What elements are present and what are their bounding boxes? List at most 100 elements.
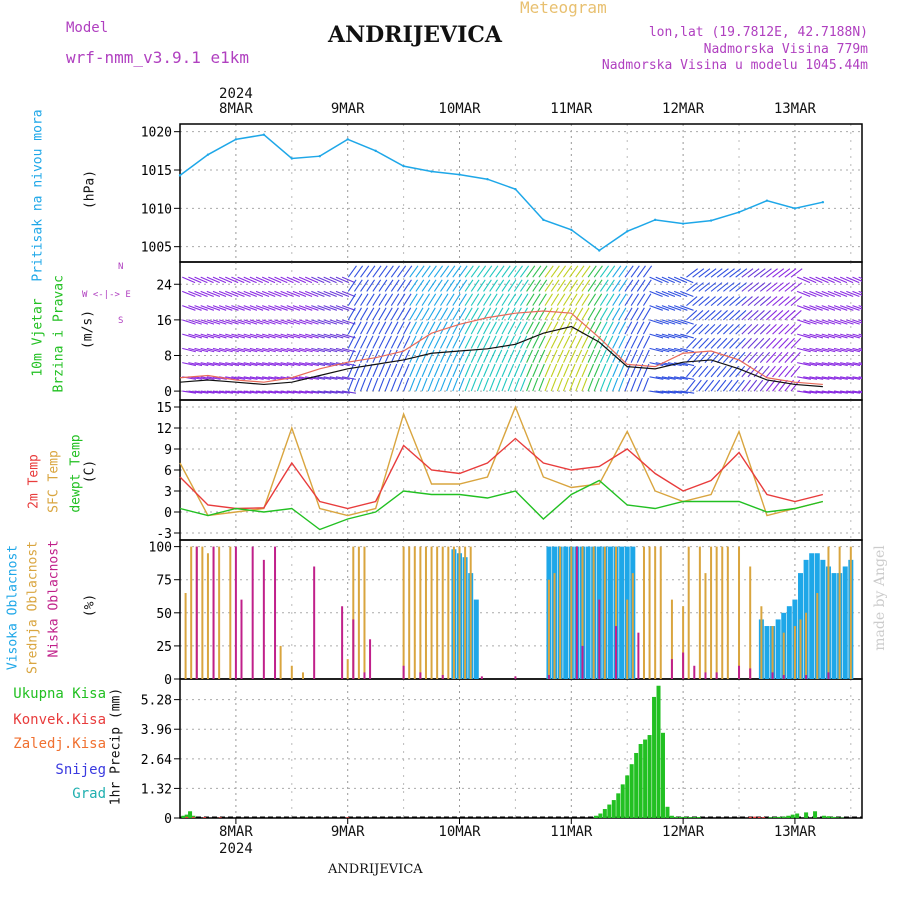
wind-arrow	[390, 335, 399, 349]
wind-arrow	[710, 323, 722, 335]
wind-arrow	[415, 293, 424, 306]
wind-arrow	[587, 349, 595, 363]
wind-arrow	[403, 363, 410, 378]
wind-arrow	[489, 307, 498, 321]
wind-arrow	[384, 307, 393, 321]
wind-arrow	[225, 390, 240, 394]
wind-arrow	[630, 363, 638, 378]
wind-arrow	[790, 365, 801, 378]
wind-arrow	[360, 265, 370, 278]
wind-arrow	[630, 377, 637, 392]
wind-arrow	[797, 376, 812, 380]
wind-arrow	[483, 377, 490, 392]
wind-arrow	[476, 349, 484, 363]
wind-arrow	[206, 305, 221, 311]
xtick-label-bottom: 13MAR	[774, 824, 817, 840]
wind-arrow	[538, 279, 548, 292]
wind-arrow	[219, 390, 234, 394]
wind-arrow	[268, 390, 283, 394]
wind-arrow	[476, 377, 483, 392]
wind-arrow	[231, 347, 246, 353]
wind-arrow	[323, 333, 338, 339]
wind-arrow	[772, 351, 783, 363]
wind-arrow	[587, 307, 596, 321]
wind-arrow	[427, 349, 435, 363]
sfc-temp-line	[179, 405, 824, 517]
wind-arrow	[225, 347, 239, 353]
wind-arrow	[501, 363, 508, 378]
wind-arrow	[464, 377, 471, 392]
dewpt-line	[179, 479, 824, 531]
wind-arrow	[667, 276, 682, 284]
wind-arrow	[409, 349, 417, 363]
wind-arrow	[366, 321, 374, 335]
wind-arrow	[255, 362, 270, 367]
wind-arrow	[483, 321, 491, 335]
wind-arrow	[661, 305, 676, 311]
wind-arrow	[556, 307, 565, 321]
precip-legend-item: Konvek.Kisa	[13, 712, 106, 728]
wind-arrow	[790, 351, 801, 363]
wind-arrow	[347, 349, 355, 363]
wind-arrow	[784, 296, 796, 307]
wind-arrow	[317, 376, 332, 380]
xtick-label-top: 9MAR	[331, 101, 365, 117]
wind-arrow	[489, 265, 499, 278]
xtick-label-bottom: 10MAR	[438, 824, 481, 840]
wind-arrow	[268, 376, 283, 380]
wind-arrow	[341, 305, 356, 311]
wind-arrow	[200, 290, 214, 298]
wind-arrow	[815, 305, 829, 311]
wind-arrow	[680, 390, 695, 394]
wind-arrow	[593, 307, 602, 321]
wind-arrow	[833, 305, 848, 311]
wind-arrow	[286, 333, 301, 339]
wind-arrow	[735, 268, 748, 278]
ytick-label: 1020	[141, 126, 172, 141]
wind-arrow	[563, 307, 572, 321]
wind-arrow	[649, 390, 664, 394]
wind-arrow	[526, 321, 534, 335]
wind-arrow	[667, 347, 682, 353]
wind-arrow	[427, 307, 436, 321]
model-name: wrf-nmm_v3.9.1 e1km	[66, 48, 250, 67]
wind-arrow	[686, 379, 696, 392]
wind-arrow	[415, 307, 424, 321]
wind-arrow	[815, 319, 830, 325]
wind-arrow	[698, 379, 708, 392]
pressure-point	[765, 199, 769, 202]
wind-arrow	[212, 305, 227, 311]
wind-arrow	[532, 265, 542, 278]
wind-arrow	[409, 307, 418, 321]
wind-arrow	[292, 319, 307, 325]
wind-arrow	[507, 335, 515, 349]
wind-arrow	[323, 276, 337, 284]
precip-legend-item: Zaledj.Kisa	[13, 736, 106, 752]
wind-arrow	[858, 276, 862, 280]
wind-arrow	[476, 265, 487, 278]
wind-arrow	[194, 305, 208, 311]
wind-arrow	[655, 390, 670, 394]
wind-arrow	[188, 319, 202, 325]
wind-arrow	[741, 282, 754, 292]
wind-arrow	[716, 379, 727, 392]
wind-arrow	[298, 290, 313, 298]
wind-arrow	[298, 319, 313, 325]
wind-arrow	[747, 351, 758, 363]
wind-arrow	[723, 296, 735, 307]
wind-arrow	[790, 337, 802, 349]
wind-arrow	[200, 347, 215, 353]
wind-arrow	[268, 362, 283, 367]
wind-arrow	[342, 376, 356, 380]
wind-arrow	[686, 268, 698, 278]
wind-arrow	[612, 265, 622, 278]
wind-arrow	[636, 279, 646, 292]
wind-arrow	[390, 265, 400, 278]
wind-arrow	[305, 376, 320, 380]
wind-arrow	[803, 390, 818, 394]
wind-arrow	[784, 268, 797, 278]
wind-arrow	[741, 379, 751, 392]
ytick-label: 6	[164, 464, 172, 479]
wind-arrow	[390, 321, 399, 335]
wind-arrow	[661, 319, 676, 325]
